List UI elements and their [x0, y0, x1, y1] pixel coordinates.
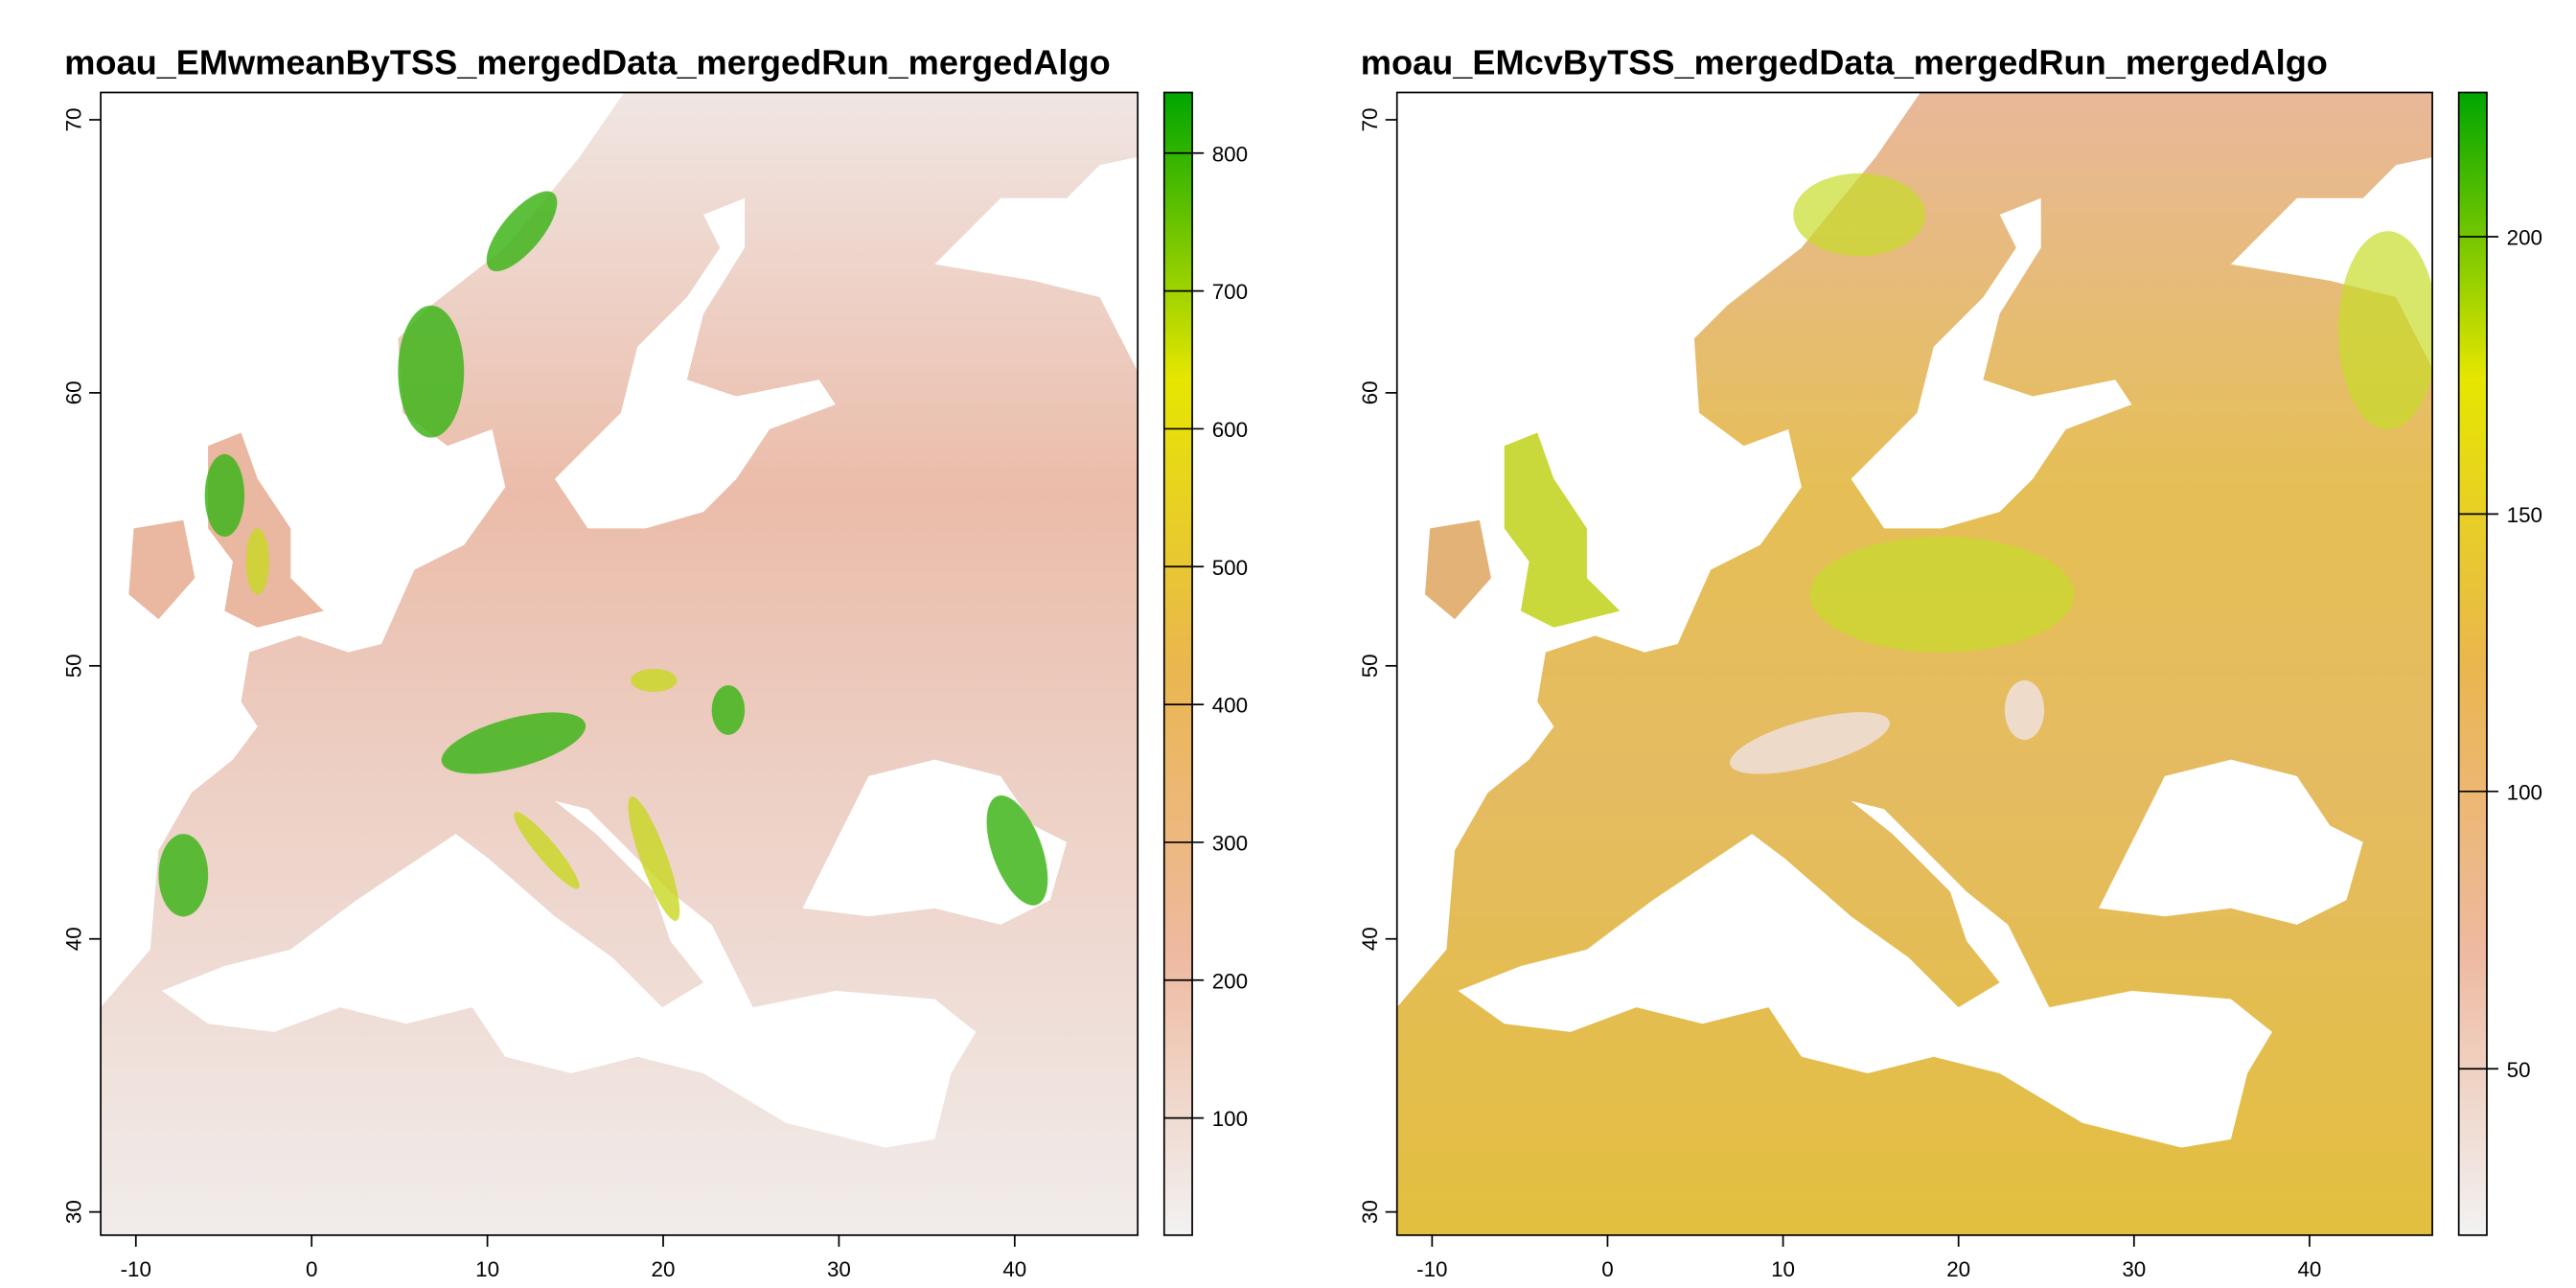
colorbar-tick-label: 500: [1212, 556, 1248, 580]
x-tick-label: 30: [827, 1257, 851, 1281]
colorbar-tick-label: 100: [2507, 780, 2542, 804]
colorbar: [2457, 91, 2488, 1236]
y-tick-label: 70: [61, 108, 85, 132]
colorbar-tick-label: 800: [1212, 142, 1248, 166]
x-tick-label: 0: [1601, 1257, 1613, 1281]
x-tick-label: 20: [1946, 1257, 1970, 1281]
colorbar-tick-label: 200: [2507, 226, 2542, 250]
y-tick-label: 70: [1358, 108, 1382, 132]
y-tick-label: 40: [61, 927, 85, 951]
y-tick-label: 40: [1358, 927, 1382, 951]
chart-title: moau_EMcvByTSS_mergedData_mergedRun_merg…: [1361, 43, 2328, 82]
x-tick-label: 10: [475, 1257, 499, 1281]
colorbar-tick-label: 600: [1212, 418, 1248, 442]
y-tick-label: 30: [61, 1200, 85, 1224]
plot-frame: [1395, 91, 2433, 1236]
colorbar-tick-label: 50: [2507, 1058, 2531, 1082]
chart-title: moau_EMwmeanByTSS_mergedData_mergedRun_m…: [64, 43, 1110, 82]
colorbar-tick-label: 100: [1212, 1107, 1248, 1131]
y-tick-label: 50: [1358, 654, 1382, 678]
y-tick-label: 60: [61, 380, 85, 404]
x-tick-label: 30: [2122, 1257, 2146, 1281]
colorbar-tick-label: 200: [1212, 969, 1248, 993]
x-tick-label: 10: [1771, 1257, 1795, 1281]
colorbar-tick-label: 300: [1212, 832, 1248, 856]
map-left: [101, 92, 1138, 1235]
colorbar-tick-label: 700: [1212, 280, 1248, 304]
colorbar: [1162, 91, 1193, 1236]
x-tick-label: 0: [306, 1257, 317, 1281]
y-tick-label: 60: [1358, 380, 1382, 404]
map-right: [1396, 92, 2433, 1235]
x-tick-label: 40: [1002, 1257, 1026, 1281]
x-tick-label: -10: [121, 1257, 151, 1281]
plot-frame: [100, 91, 1139, 1236]
y-tick-label: 50: [61, 654, 85, 678]
x-tick-label: 20: [652, 1257, 676, 1281]
colorbar-tick-label: 150: [2507, 503, 2542, 527]
x-tick-label: 40: [2297, 1257, 2321, 1281]
y-tick-label: 30: [1358, 1200, 1382, 1224]
colorbar-tick-label: 400: [1212, 694, 1248, 718]
x-tick-label: -10: [1416, 1257, 1447, 1281]
